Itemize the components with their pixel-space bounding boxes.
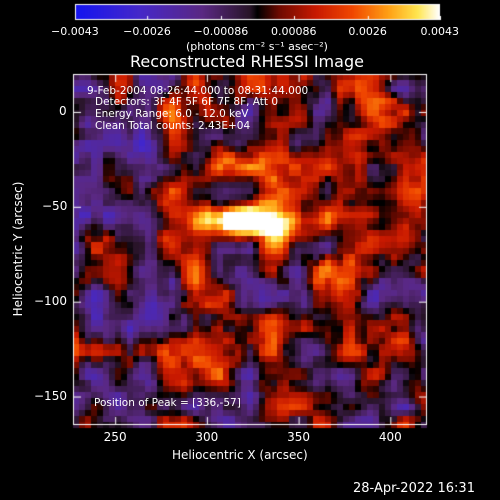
detectors-label: Detectors: 3F 4F 5F 6F 7F 8F, Att 0 (95, 96, 279, 108)
x-tick-label: 350 (287, 430, 310, 444)
colorbar-units-label: (photons cm⁻² s⁻¹ asec⁻²) (186, 40, 328, 53)
energy-range-label: Energy Range: 6.0 - 12.0 keV (95, 108, 249, 120)
y-tick-label: −50 (42, 198, 68, 213)
colorbar-tick-label: 0.00086 (271, 25, 317, 38)
colorbar-tick-label: 0.0026 (348, 25, 387, 38)
colorbar-tick-label: 0.0043 (420, 25, 460, 38)
x-tick-label: 300 (195, 430, 219, 444)
chart-title: Reconstructed RHESSI Image (130, 52, 364, 71)
x-axis-label: Heliocentric X (arcsec) (172, 448, 308, 462)
colorbar-tick-label: −0.0043 (51, 25, 99, 38)
colorbar-tick-label: −0.00086 (193, 25, 249, 38)
y-tick-label: −100 (34, 293, 67, 308)
time-range-label: 9-Feb-2004 08:26:44.000 to 08:31:44.000 (87, 85, 309, 97)
y-axis-label: Heliocentric Y (arcsec) (11, 181, 25, 317)
x-tick-label: 400 (378, 430, 402, 444)
colorbar-tick-label: −0.0026 (123, 25, 171, 38)
y-tick-label: −150 (34, 388, 67, 403)
peak-position-label: Position of Peak = [336,-57] (94, 397, 241, 409)
footer-timestamp: 28-Apr-2022 16:31 (353, 481, 475, 496)
x-tick-label: 250 (103, 430, 127, 444)
clean-counts-label: Clean Total counts: 2.43E+04 (95, 120, 251, 132)
y-tick-label: 0 (59, 103, 67, 118)
